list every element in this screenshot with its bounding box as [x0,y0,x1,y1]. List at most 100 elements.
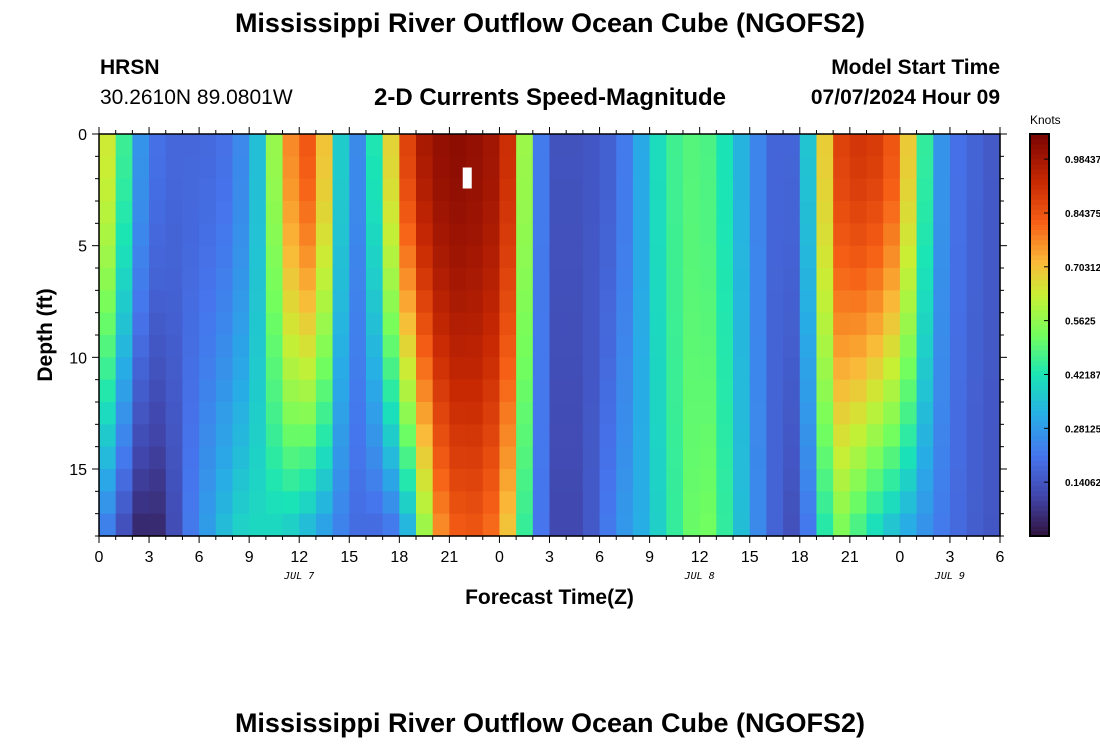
heatmap-cell [182,402,200,425]
heatmap-cell [282,134,300,157]
heatmap-cell [549,469,567,492]
heatmap-cell [449,402,467,425]
heatmap-cell [382,312,400,336]
heatmap-cell [816,312,834,336]
heatmap-cell [783,446,801,470]
heatmap-cell [849,402,868,425]
heatmap-cell [666,290,684,314]
heatmap-cell [416,446,434,470]
x-tick-label: 0 [895,549,904,566]
heatmap-cell [382,201,400,224]
heatmap-cell [449,335,467,358]
heatmap-cell [249,178,267,202]
heatmap-cell [365,268,384,291]
heatmap-cell [399,491,417,515]
heatmap-cell [632,223,651,247]
heatmap-cell [265,223,284,247]
heatmap-cell [632,290,651,314]
heatmap-cell [299,245,317,269]
heatmap-cell [516,245,534,269]
heatmap-cell [416,312,434,336]
heatmap-cell [282,245,300,269]
heatmap-cell [499,178,517,202]
heatmap-cell [99,335,117,358]
heatmap-cell [265,513,284,537]
heatmap-cell [983,491,1001,515]
heatmap-cell [566,402,584,425]
colorbar-swatch [1030,360,1049,366]
heatmap-cell [833,268,851,291]
heatmap-cell [649,178,667,202]
heatmap-cell [766,156,784,180]
heatmap-cell [799,201,818,224]
heatmap-cell [749,156,768,180]
heatmap-cell [849,245,868,269]
heatmap-cell [599,491,617,515]
heatmap-cell [466,223,484,247]
heatmap-cell [899,268,918,291]
heatmap-cell [416,201,434,224]
heatmap-cell [265,178,284,202]
heatmap-cell [532,201,551,224]
colorbar-swatch [1030,304,1049,311]
heatmap-cell [682,245,701,269]
heatmap-cell [482,446,501,470]
heatmap-cell [265,335,284,358]
heatmap-cell [215,357,234,381]
colorbar-swatch [1030,189,1049,195]
heatmap-cell [883,513,901,537]
heatmap-cell [582,469,601,492]
heatmap-cell [416,513,434,537]
heatmap-cell [783,268,801,291]
heatmap-cell [215,268,234,291]
heatmap-cell [399,424,417,448]
heatmap-cell [549,290,567,314]
colorbar-swatch [1030,309,1049,316]
heatmap-cell [315,245,334,269]
heatmap-cell [733,223,751,247]
heatmap-cell [282,268,300,291]
heatmap-cell [549,446,567,470]
heatmap-cell [899,469,918,492]
heatmap-chart: 0 3 6 9 12 15 18 21 0 3 6 9 12 15 18 21 0 3 6 JUL 7 JUL 8 JUL… [34,113,1100,609]
heatmap-cell [983,156,1001,180]
heatmap-cell [115,379,133,403]
heatmap-cell [599,223,617,247]
heatmap-cell [716,223,734,247]
heatmap-cell [866,134,884,157]
heatmap-cell [549,424,567,448]
heatmap-cell [916,357,934,381]
heatmap-cell [816,446,834,470]
heatmap-cell [299,469,317,492]
heatmap-cell [666,424,684,448]
x-tick-label: 21 [841,549,859,566]
heatmap-cell [249,491,267,515]
heatmap-cell [649,491,667,515]
heatmap-cell [416,245,434,269]
heatmap-cell [866,201,884,224]
heatmap-cell [582,290,601,314]
heatmap-cell [749,446,768,470]
heatmap-cell [349,357,367,381]
heatmap-cell [482,156,501,180]
heatmap-cell [916,469,934,492]
heatmap-cell [99,491,117,515]
heatmap-cell [783,312,801,336]
heatmap-cell [399,290,417,314]
heatmap-cell [282,424,300,448]
heatmap-cell [149,424,167,448]
colorbar-swatch [1030,425,1049,431]
heatmap-cell [682,268,701,291]
heatmap-cell [349,201,367,224]
heatmap-cell [682,402,701,425]
heatmap-cell [649,134,667,157]
heatmap-cell [766,469,784,492]
heatmap-cell [532,290,551,314]
heatmap-cell [733,245,751,269]
heatmap-cell [249,446,267,470]
heatmap-cell [132,335,150,358]
heatmap-cell [549,156,567,180]
heatmap-cell [966,335,984,358]
heatmap-cell [132,268,150,291]
heatmap-cell [766,178,784,202]
